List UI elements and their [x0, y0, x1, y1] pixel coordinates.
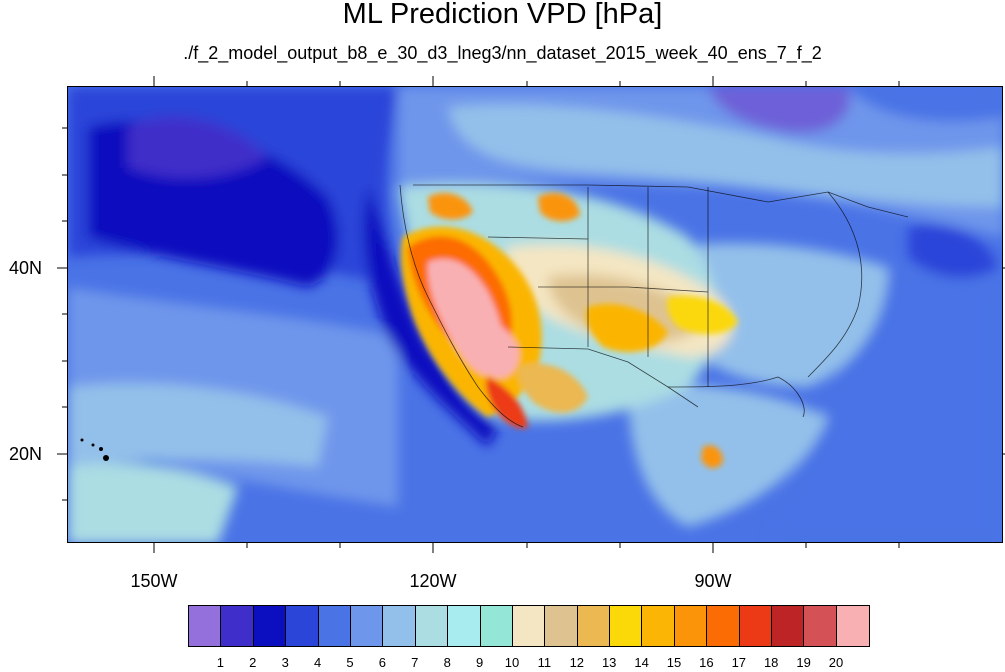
colorbar-swatch — [804, 606, 837, 646]
colorbar-label: 7 — [411, 655, 419, 670]
mexico-yellow — [517, 363, 588, 413]
colorbar-swatch — [512, 606, 546, 646]
east-us-pale — [668, 243, 888, 387]
colorbar-label: 6 — [378, 655, 386, 670]
nw-orange — [428, 192, 473, 220]
colorbar-label: 19 — [796, 655, 811, 670]
colorbar-label: 5 — [346, 655, 354, 670]
midsouth-orange — [667, 295, 738, 334]
ocean-sky-south — [68, 383, 328, 467]
map-area — [67, 86, 1003, 543]
atlantic-blue — [768, 268, 1002, 542]
hawaii-islands — [80, 438, 109, 461]
north-purple — [708, 87, 850, 133]
colorbar-swatch — [383, 606, 416, 646]
x-tick-label: 150W — [130, 571, 178, 591]
canada-sky — [448, 104, 1002, 207]
baja-red — [485, 377, 528, 429]
colorbar-label: 16 — [699, 655, 714, 670]
colorbar-swatch — [545, 606, 578, 646]
x-tick-label: 120W — [409, 571, 457, 591]
colorbar-swatch — [350, 606, 384, 646]
northeast-deep — [908, 224, 998, 278]
vpd-field — [68, 87, 1002, 542]
colorbar-label: 2 — [249, 655, 257, 670]
texas-orange — [586, 303, 668, 352]
colorbar-swatch — [480, 606, 513, 646]
colorbar-label: 18 — [763, 655, 779, 670]
colorbar-label: 1 — [216, 655, 224, 670]
y-tick-label: 20N — [8, 444, 42, 464]
colorbar-swatch — [253, 606, 287, 646]
colorbar-label: 9 — [475, 655, 484, 670]
colorbar-swatch — [221, 606, 254, 646]
colorbar-swatch — [642, 606, 675, 646]
colorbar-label: 3 — [281, 655, 289, 670]
colorbar-swatch — [189, 606, 222, 646]
map-title: ML Prediction VPD [hPa] — [342, 0, 663, 30]
colorbar-swatch — [610, 606, 643, 646]
colorbar-label: 10 — [504, 655, 520, 670]
gulf-sky — [628, 384, 828, 527]
colorbar-swatch — [318, 606, 351, 646]
colorbar-label: 17 — [731, 655, 747, 670]
colorbar-label: 12 — [569, 655, 585, 670]
ocean-purple-patch — [128, 117, 268, 178]
colorbar-label: 11 — [537, 655, 552, 670]
colorbar-swatch — [448, 606, 481, 646]
colorbar — [188, 605, 871, 647]
y-tick-label: 40N — [8, 258, 42, 278]
colorbar-label: 8 — [443, 655, 451, 670]
coastal-deep-strip — [364, 187, 498, 447]
colorbar-swatch — [415, 606, 449, 646]
yucatan-orange — [701, 445, 723, 469]
north-deep — [848, 87, 1002, 122]
colorbar-label: 4 — [313, 655, 322, 670]
colorbar-swatch — [674, 606, 708, 646]
colorbar-swatch — [577, 606, 611, 646]
boundary-lines — [399, 184, 909, 428]
ocean-sky-southwest — [68, 463, 238, 542]
colorbar-swatch — [772, 606, 805, 646]
colorbar-label: 13 — [601, 655, 617, 670]
colorbar-swatch — [286, 606, 319, 646]
colorbar-label: 14 — [634, 655, 649, 670]
colorbar-swatch — [707, 606, 740, 646]
n-plains-orange — [538, 193, 580, 222]
x-tick-label: 90W — [694, 571, 732, 591]
map-subtitle: ./f_2_model_output_b8_e_30_d3_lneg3/nn_d… — [183, 43, 822, 63]
colorbar-label: 15 — [666, 655, 682, 670]
colorbar-label: 20 — [828, 655, 844, 670]
colorbar-swatch — [739, 606, 773, 646]
colorbar-swatch — [836, 606, 870, 646]
socal-max — [468, 316, 519, 378]
